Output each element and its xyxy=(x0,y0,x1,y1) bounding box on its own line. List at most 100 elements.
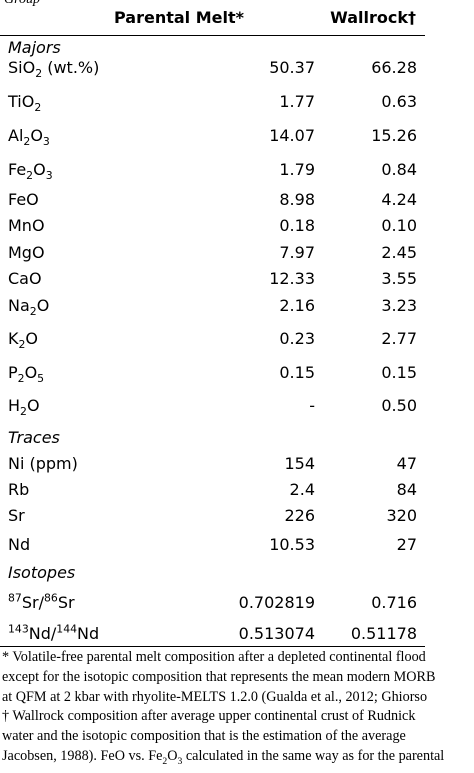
footnote-line: Jacobsen, 1988). FeO vs. Fe2O3 calculate… xyxy=(2,747,474,767)
row-label-part: 3 xyxy=(45,169,53,183)
wallrock-value: 0.63 xyxy=(381,92,417,111)
table-row: Na2O 2.16 3.23 xyxy=(0,296,425,322)
row-label-part: 2 xyxy=(29,305,37,319)
footnote-line: † Wallrock composition after average upp… xyxy=(2,707,474,727)
table-row: MgO 7.97 2.45 xyxy=(0,243,425,269)
row-label: H2O xyxy=(8,396,40,417)
row-label-part: Sr xyxy=(57,593,75,612)
row-label-part: 87 xyxy=(8,591,22,605)
footnote-line: water and the isotopic composition that … xyxy=(2,727,474,747)
row-label: CaO xyxy=(8,269,42,288)
row-label: Na2O xyxy=(8,296,50,319)
footnote-line: at QFM at 2 kbar with rhyolite-MELTS 1.2… xyxy=(2,688,474,708)
row-label: MnO xyxy=(8,216,45,235)
footnote-line: * Volatile-free parental melt compositio… xyxy=(2,648,474,668)
header-parental-melt: Parental Melt* xyxy=(114,8,244,27)
parental-melt-value: 50.37 xyxy=(269,58,315,77)
row-label-part: O xyxy=(30,126,43,145)
parental-melt-value: 10.53 xyxy=(269,535,315,554)
table-row: Sr 226 320 xyxy=(0,506,425,532)
parental-melt-value: 7.97 xyxy=(279,243,315,262)
row-label: Nd xyxy=(8,535,30,554)
table-footnotes: * Volatile-free parental melt compositio… xyxy=(2,648,474,767)
row-label-part: Rb xyxy=(8,480,30,499)
section-title: Isotopes xyxy=(8,563,76,582)
parental-melt-value: 154 xyxy=(284,454,315,473)
wallrock-value: 4.24 xyxy=(381,190,417,209)
parental-melt-value: 0.23 xyxy=(279,329,315,348)
table-row: FeO 8.98 4.24 xyxy=(0,190,425,216)
parental-melt-value: 0.513074 xyxy=(238,624,315,643)
wallrock-value: 3.23 xyxy=(381,296,417,315)
section-title: Traces xyxy=(8,428,60,447)
row-label-part: 143 xyxy=(8,622,29,636)
row-label: FeO xyxy=(8,190,39,209)
row-label-part: Nd xyxy=(8,535,31,554)
row-label-part: 2 xyxy=(18,338,26,352)
wallrock-value: 66.28 xyxy=(371,58,417,77)
row-label-part: 144 xyxy=(56,622,78,636)
row-label: P2O5 xyxy=(8,363,45,386)
header-wallrock: Wallrock† xyxy=(330,8,416,27)
row-label-part: O xyxy=(24,363,38,382)
table-row: K2O 0.23 2.77 xyxy=(0,329,425,355)
row-label: SiO2 (wt.%) xyxy=(8,58,100,81)
table-row: 143Nd/144Nd 0.513074 0.51178 xyxy=(0,624,425,650)
table-row: TiO2 1.77 0.63 xyxy=(0,92,425,118)
wallrock-value: 0.50 xyxy=(381,396,417,415)
wallrock-value: 2.45 xyxy=(381,243,417,262)
parental-melt-value: 0.702819 xyxy=(238,593,315,612)
parental-melt-value: 0.18 xyxy=(279,216,315,235)
parental-melt-value: 0.15 xyxy=(279,363,315,382)
row-label-part: O xyxy=(26,396,40,415)
parental-melt-value: 226 xyxy=(284,506,315,525)
footnote-text: 2 xyxy=(162,755,168,767)
parental-melt-value: 14.07 xyxy=(269,126,315,145)
parental-melt-value: 1.79 xyxy=(279,160,315,179)
footnote-text: † Wallrock composition after average upp… xyxy=(2,708,416,725)
row-label-part: H xyxy=(8,396,21,415)
footnote-text: 3 xyxy=(177,755,183,767)
row-label-part: FeO xyxy=(8,190,39,209)
row-label: Sr xyxy=(8,506,25,525)
parental-melt-value: 2.16 xyxy=(279,296,315,315)
row-label-part: MgO xyxy=(8,243,45,262)
wallrock-value: 0.10 xyxy=(381,216,417,235)
row-label-part: CaO xyxy=(8,269,42,288)
row-label-part: O xyxy=(36,296,50,315)
wallrock-value: 0.84 xyxy=(381,160,417,179)
wallrock-value: 47 xyxy=(396,454,417,473)
wallrock-value: 0.716 xyxy=(371,593,417,612)
row-label: Al2O3 xyxy=(8,126,50,149)
table-row: SiO2 (wt.%) 50.37 66.28 xyxy=(0,58,425,84)
row-label-part: 3 xyxy=(42,135,50,149)
footnote-text: * Volatile-free parental melt compositio… xyxy=(2,649,426,665)
wallrock-value: 27 xyxy=(396,535,417,554)
row-label-part: 5 xyxy=(37,372,45,386)
wallrock-value: 320 xyxy=(386,506,417,525)
row-label-part: Sr xyxy=(8,506,25,525)
section-title: Majors xyxy=(8,38,61,57)
row-label-part: (wt.%) xyxy=(42,58,100,77)
parental-melt-value: 8.98 xyxy=(279,190,315,209)
bottom-rule xyxy=(0,646,425,647)
footnote-text: O xyxy=(167,747,178,764)
footnote-text: at QFM at 2 kbar with rhyolite-MELTS 1.2… xyxy=(2,688,428,705)
row-label-part: O xyxy=(25,329,39,348)
row-label-part: SiO xyxy=(8,58,36,77)
row-label: TiO2 xyxy=(8,92,41,113)
row-label: Rb xyxy=(8,480,29,499)
footnote-line: except for the isotopic composition that… xyxy=(2,668,474,688)
table-row: 87Sr/86Sr 0.702819 0.716 xyxy=(0,593,425,619)
row-label-part: Na xyxy=(8,296,30,315)
row-label-part: Al xyxy=(8,126,24,145)
parental-melt-value: 12.33 xyxy=(269,269,315,288)
row-label: Ni (ppm) xyxy=(8,454,78,473)
row-label-part: 2 xyxy=(35,67,43,81)
table-row: CaO 12.33 3.55 xyxy=(0,269,425,295)
table-row: Al2O3 14.07 15.26 xyxy=(0,126,425,152)
row-label-part: MnO xyxy=(8,216,45,235)
wallrock-value: 15.26 xyxy=(371,126,417,145)
row-label-part: O xyxy=(33,160,46,179)
parental-melt-value: - xyxy=(309,396,315,415)
